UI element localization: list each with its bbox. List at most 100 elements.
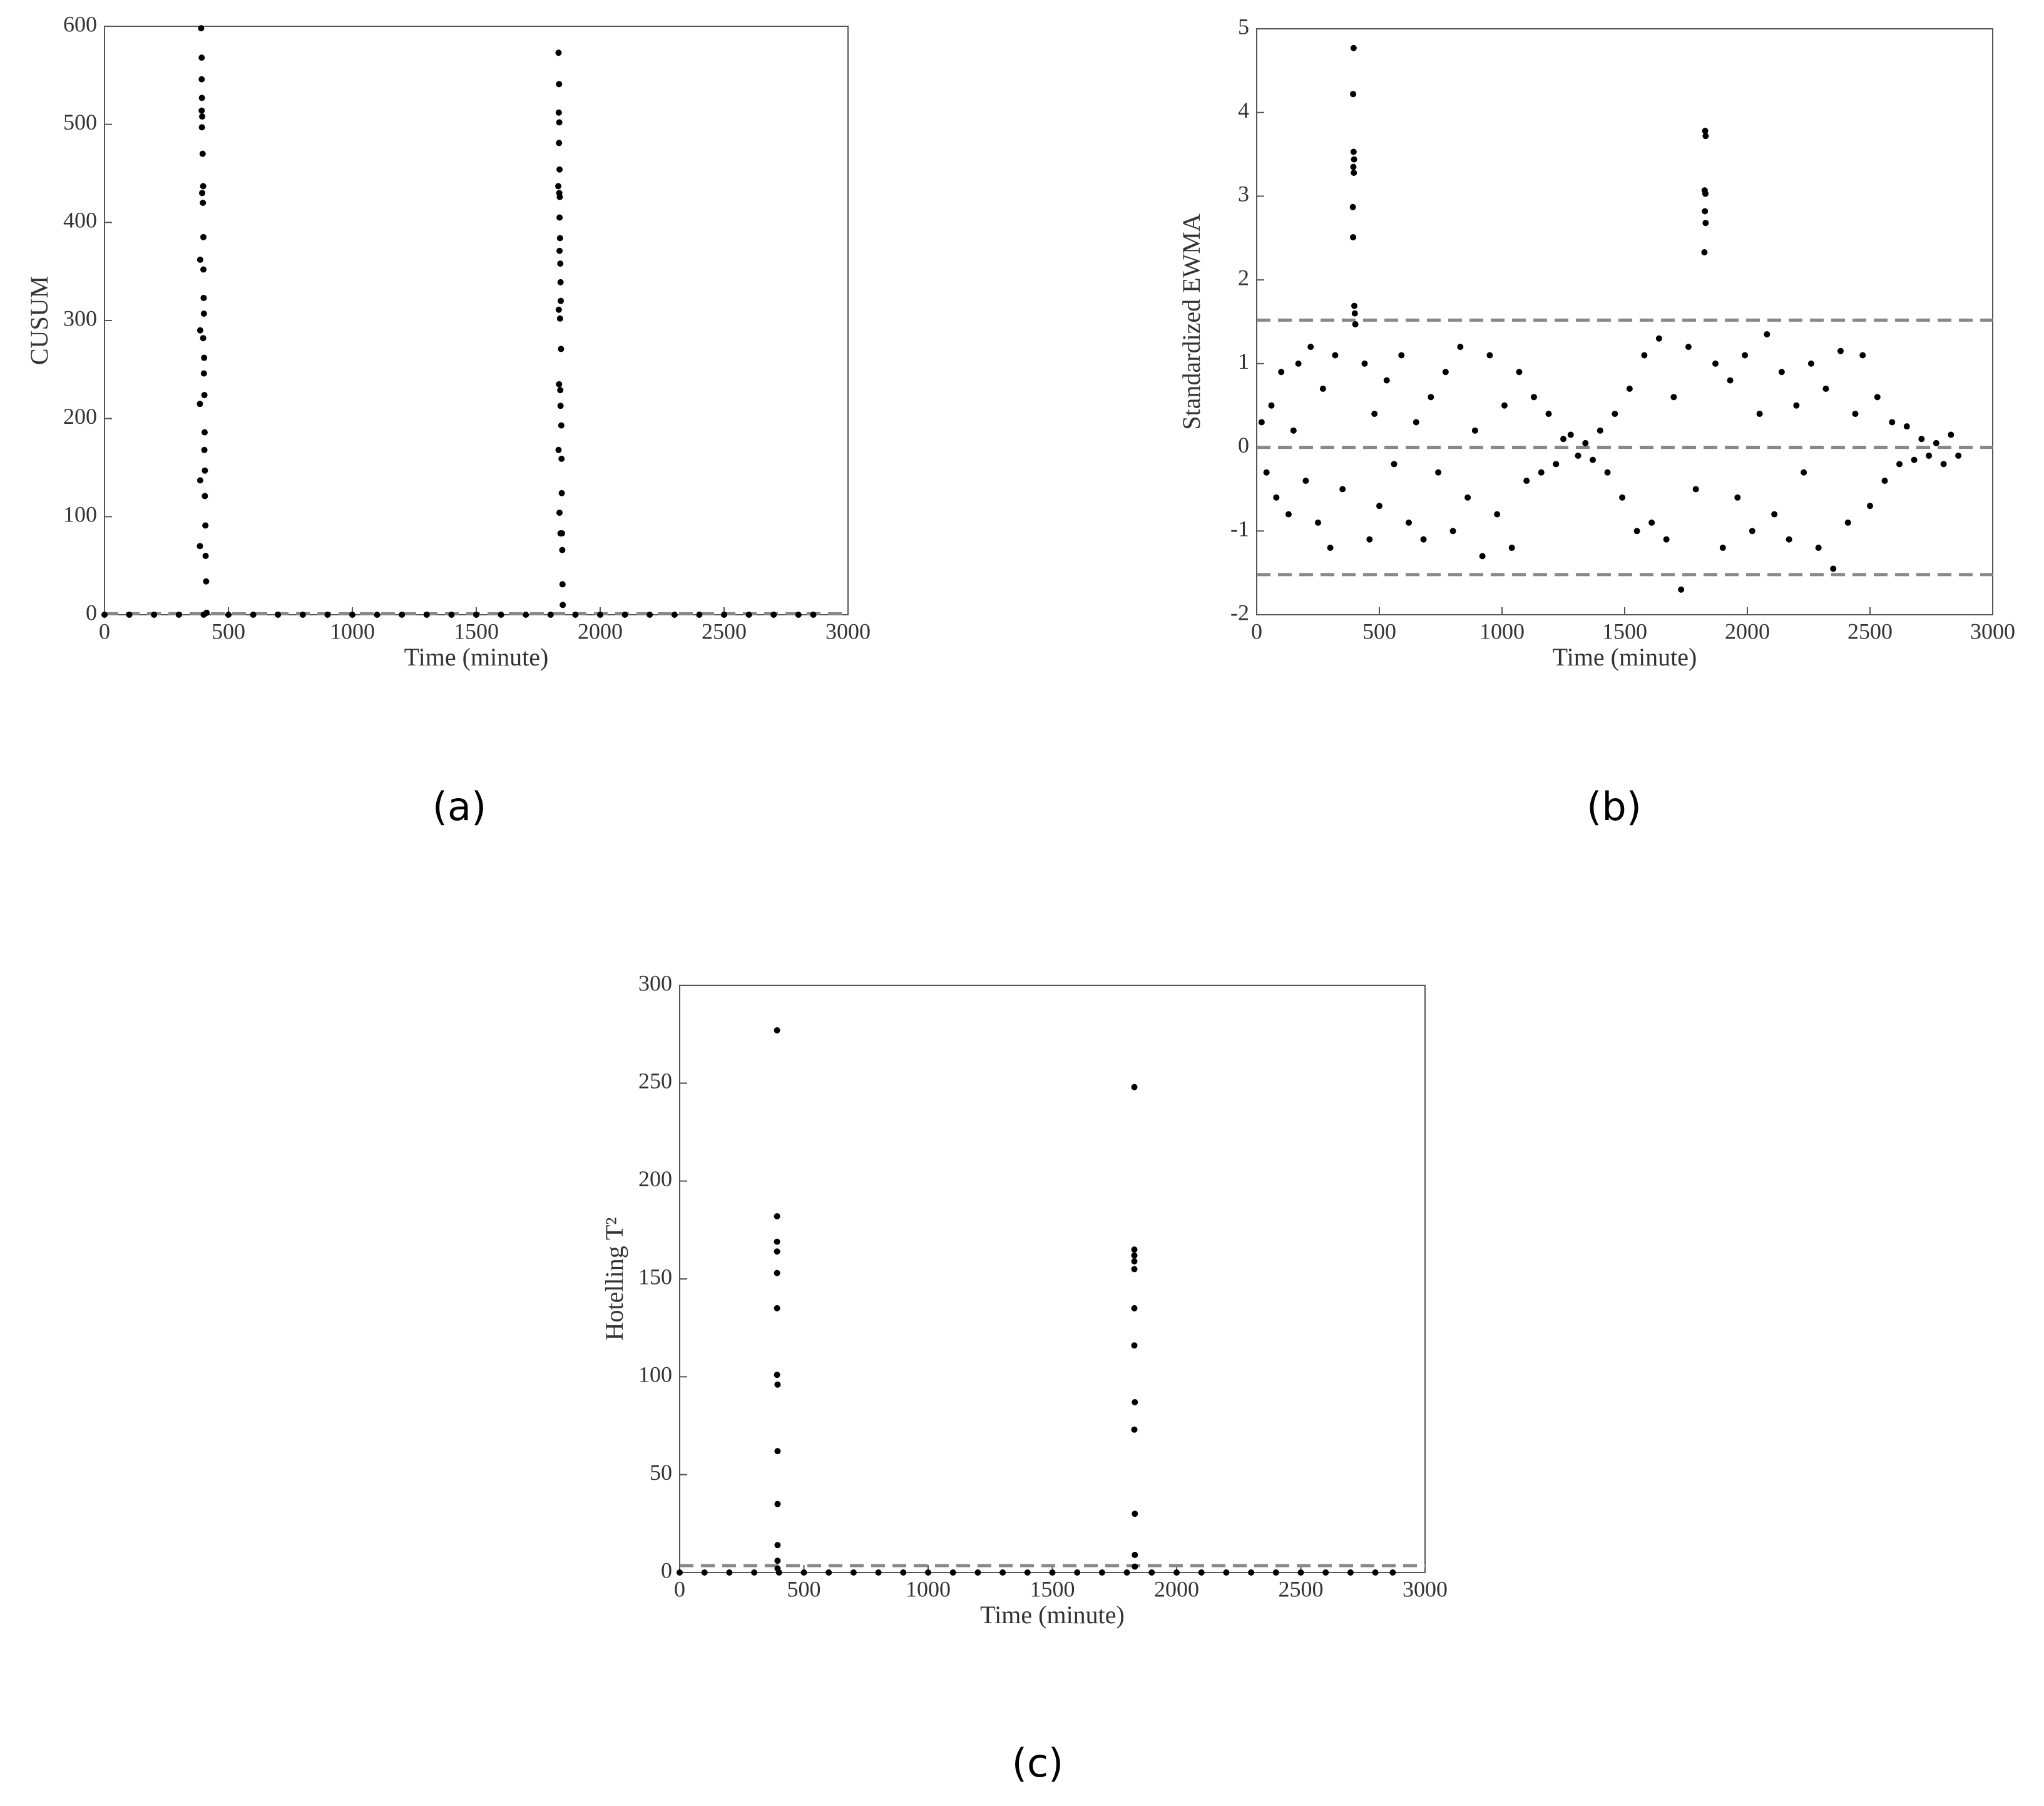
point	[1486, 352, 1493, 359]
point	[1132, 1563, 1138, 1570]
y-tick-label: 0	[1238, 433, 1249, 458]
point	[1712, 360, 1719, 367]
point	[1352, 321, 1359, 328]
point	[1148, 1569, 1155, 1576]
x-tick-label: 500	[212, 618, 245, 644]
point	[250, 612, 257, 618]
point	[1926, 452, 1933, 459]
point	[1406, 519, 1413, 526]
point	[557, 403, 564, 409]
point	[200, 294, 207, 301]
point	[556, 119, 563, 126]
point	[1024, 1569, 1031, 1576]
point	[925, 1569, 931, 1576]
point	[1678, 586, 1685, 593]
point	[559, 546, 566, 553]
point	[1173, 1569, 1180, 1576]
y-tick-label: 200	[63, 404, 97, 429]
point	[701, 1569, 708, 1576]
point	[558, 455, 565, 462]
y-tick-label: -1	[1230, 516, 1249, 541]
y-tick-label: 1	[1238, 349, 1249, 374]
point	[557, 260, 564, 267]
point	[1263, 469, 1270, 476]
point	[900, 1569, 907, 1576]
point	[202, 522, 209, 529]
point	[559, 581, 566, 588]
point	[448, 612, 455, 618]
point	[202, 553, 209, 559]
point	[1258, 419, 1265, 426]
caption: (a)	[432, 784, 486, 829]
point	[556, 140, 563, 146]
point	[1350, 148, 1357, 155]
point	[1590, 456, 1597, 463]
point	[200, 266, 207, 273]
point	[201, 446, 208, 453]
point	[199, 113, 206, 120]
point	[1278, 369, 1285, 376]
point	[1764, 331, 1771, 338]
point	[1457, 344, 1464, 351]
point	[1322, 1569, 1329, 1576]
x-tick-label: 0	[674, 1576, 685, 1601]
point	[556, 235, 563, 242]
point	[197, 256, 203, 263]
point	[198, 76, 205, 83]
y-tick-label: 300	[638, 970, 672, 995]
point	[560, 602, 566, 608]
point	[1830, 565, 1837, 572]
y-tick-label: 100	[638, 1362, 672, 1387]
point	[1098, 1569, 1105, 1576]
point	[1442, 369, 1449, 376]
point	[1597, 427, 1603, 434]
point	[1131, 1342, 1138, 1349]
point	[1889, 419, 1896, 426]
point	[774, 1448, 781, 1455]
point	[1670, 394, 1677, 401]
point	[1351, 302, 1358, 309]
point	[1351, 169, 1357, 176]
point	[197, 327, 203, 334]
y-tick-label: 100	[63, 502, 97, 527]
x-tick-label: 3000	[1970, 618, 2015, 644]
point	[1389, 1569, 1396, 1576]
point	[555, 109, 562, 116]
point	[175, 612, 182, 618]
point	[1663, 536, 1670, 543]
point	[1771, 511, 1778, 518]
point	[1702, 220, 1709, 227]
point	[770, 612, 777, 618]
point	[200, 335, 207, 342]
point	[555, 183, 562, 190]
point	[1874, 394, 1881, 401]
point	[1702, 208, 1709, 215]
point	[1350, 91, 1357, 98]
point	[774, 1248, 780, 1255]
point	[1132, 1511, 1138, 1517]
x-tick-label: 2000	[1725, 618, 1770, 644]
point	[1049, 1569, 1056, 1576]
y-tick-label: 0	[661, 1557, 672, 1583]
point	[1940, 461, 1947, 468]
y-tick-label: 3	[1238, 182, 1249, 207]
point	[473, 612, 479, 618]
point	[1351, 310, 1358, 317]
x-tick-label: 1000	[330, 618, 375, 644]
point	[557, 387, 564, 394]
y-tick-label: -2	[1230, 600, 1249, 625]
point	[1290, 427, 1297, 434]
point	[774, 1542, 781, 1549]
y-tick-label: 50	[650, 1460, 672, 1485]
point	[774, 1372, 780, 1378]
x-tick-label: 0	[1251, 618, 1262, 644]
point	[974, 1569, 981, 1576]
plot-area	[679, 985, 1426, 1573]
point	[1366, 536, 1373, 543]
point	[1372, 1569, 1379, 1576]
point	[200, 200, 207, 206]
x-axis-label: Time (minute)	[980, 1601, 1125, 1629]
point	[1383, 377, 1390, 384]
point	[1933, 439, 1939, 446]
y-tick-label: 250	[638, 1069, 672, 1094]
